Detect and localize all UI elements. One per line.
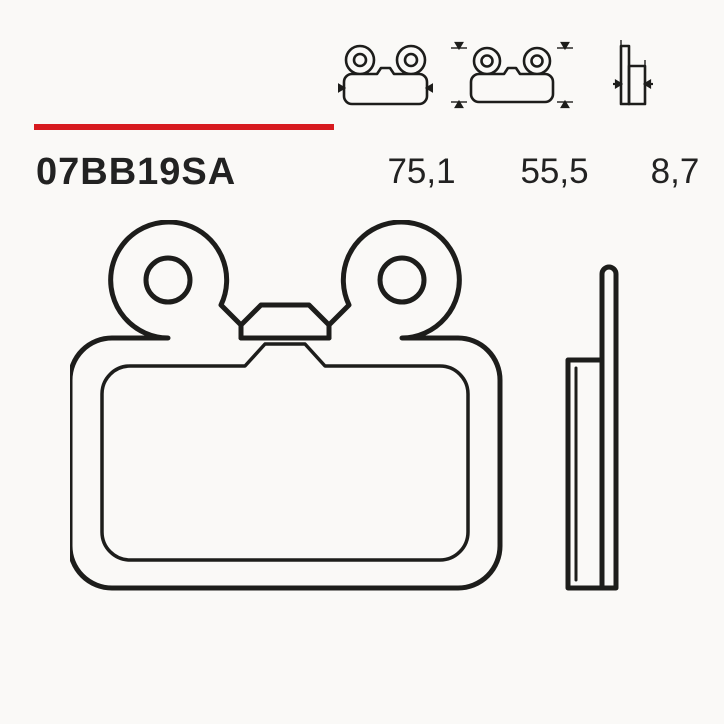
- header-icons-row: [0, 38, 724, 112]
- pad-width-icon: [338, 38, 433, 112]
- main-diagram: [70, 220, 670, 660]
- part-number: 07BB19SA: [36, 151, 236, 194]
- dim-width: 75,1: [374, 152, 469, 192]
- brake-pad-drawing: [70, 220, 670, 660]
- dimension-icons: [338, 38, 673, 112]
- page: 07BB19SA 75,1 55,5 8,7: [0, 0, 724, 724]
- dimensions: 75,1 55,5 8,7: [374, 152, 710, 192]
- pad-thickness-icon: [591, 38, 673, 112]
- dim-thickness: 8,7: [640, 152, 710, 192]
- pad-height-icon: [447, 38, 577, 112]
- dim-height: 55,5: [507, 152, 602, 192]
- red-separator-line: [34, 124, 334, 130]
- labels-row: 07BB19SA 75,1 55,5 8,7: [36, 148, 688, 196]
